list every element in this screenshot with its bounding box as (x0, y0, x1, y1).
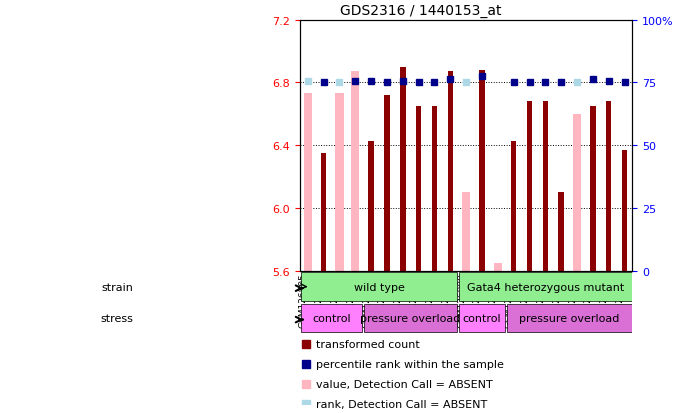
Text: Gata4 heterozygous mutant: Gata4 heterozygous mutant (466, 282, 624, 292)
Bar (321, 154, 326, 271)
Bar (527, 102, 532, 271)
FancyBboxPatch shape (364, 304, 458, 332)
Bar (351, 72, 359, 271)
Bar (511, 141, 517, 271)
Bar (462, 193, 471, 271)
Text: strain: strain (102, 282, 134, 292)
Bar (494, 263, 502, 271)
Bar (559, 193, 564, 271)
Bar (447, 72, 453, 271)
Text: control: control (312, 313, 351, 323)
FancyBboxPatch shape (506, 304, 632, 332)
Bar (304, 94, 312, 271)
Bar (573, 114, 581, 271)
Text: rank, Detection Call = ABSENT: rank, Detection Call = ABSENT (317, 399, 487, 409)
Text: stress: stress (100, 313, 134, 323)
Text: percentile rank within the sample: percentile rank within the sample (317, 359, 504, 369)
Text: transformed count: transformed count (317, 339, 420, 349)
Bar (384, 96, 390, 271)
Bar (368, 141, 374, 271)
Bar (479, 71, 485, 271)
Bar (400, 68, 405, 271)
Text: pressure overload: pressure overload (519, 313, 619, 323)
Text: pressure overload: pressure overload (361, 313, 461, 323)
Text: wild type: wild type (353, 282, 404, 292)
FancyBboxPatch shape (300, 273, 458, 301)
Text: value, Detection Call = ABSENT: value, Detection Call = ABSENT (317, 379, 493, 389)
Text: control: control (462, 313, 501, 323)
Bar (606, 102, 612, 271)
Bar (542, 102, 548, 271)
Bar (335, 94, 344, 271)
Bar (590, 107, 596, 271)
FancyBboxPatch shape (300, 304, 362, 332)
FancyBboxPatch shape (459, 304, 505, 332)
FancyBboxPatch shape (459, 273, 632, 301)
Text: GDS2316 / 1440153_at: GDS2316 / 1440153_at (340, 4, 501, 18)
Bar (416, 107, 421, 271)
Bar (622, 151, 627, 271)
Bar (432, 107, 437, 271)
